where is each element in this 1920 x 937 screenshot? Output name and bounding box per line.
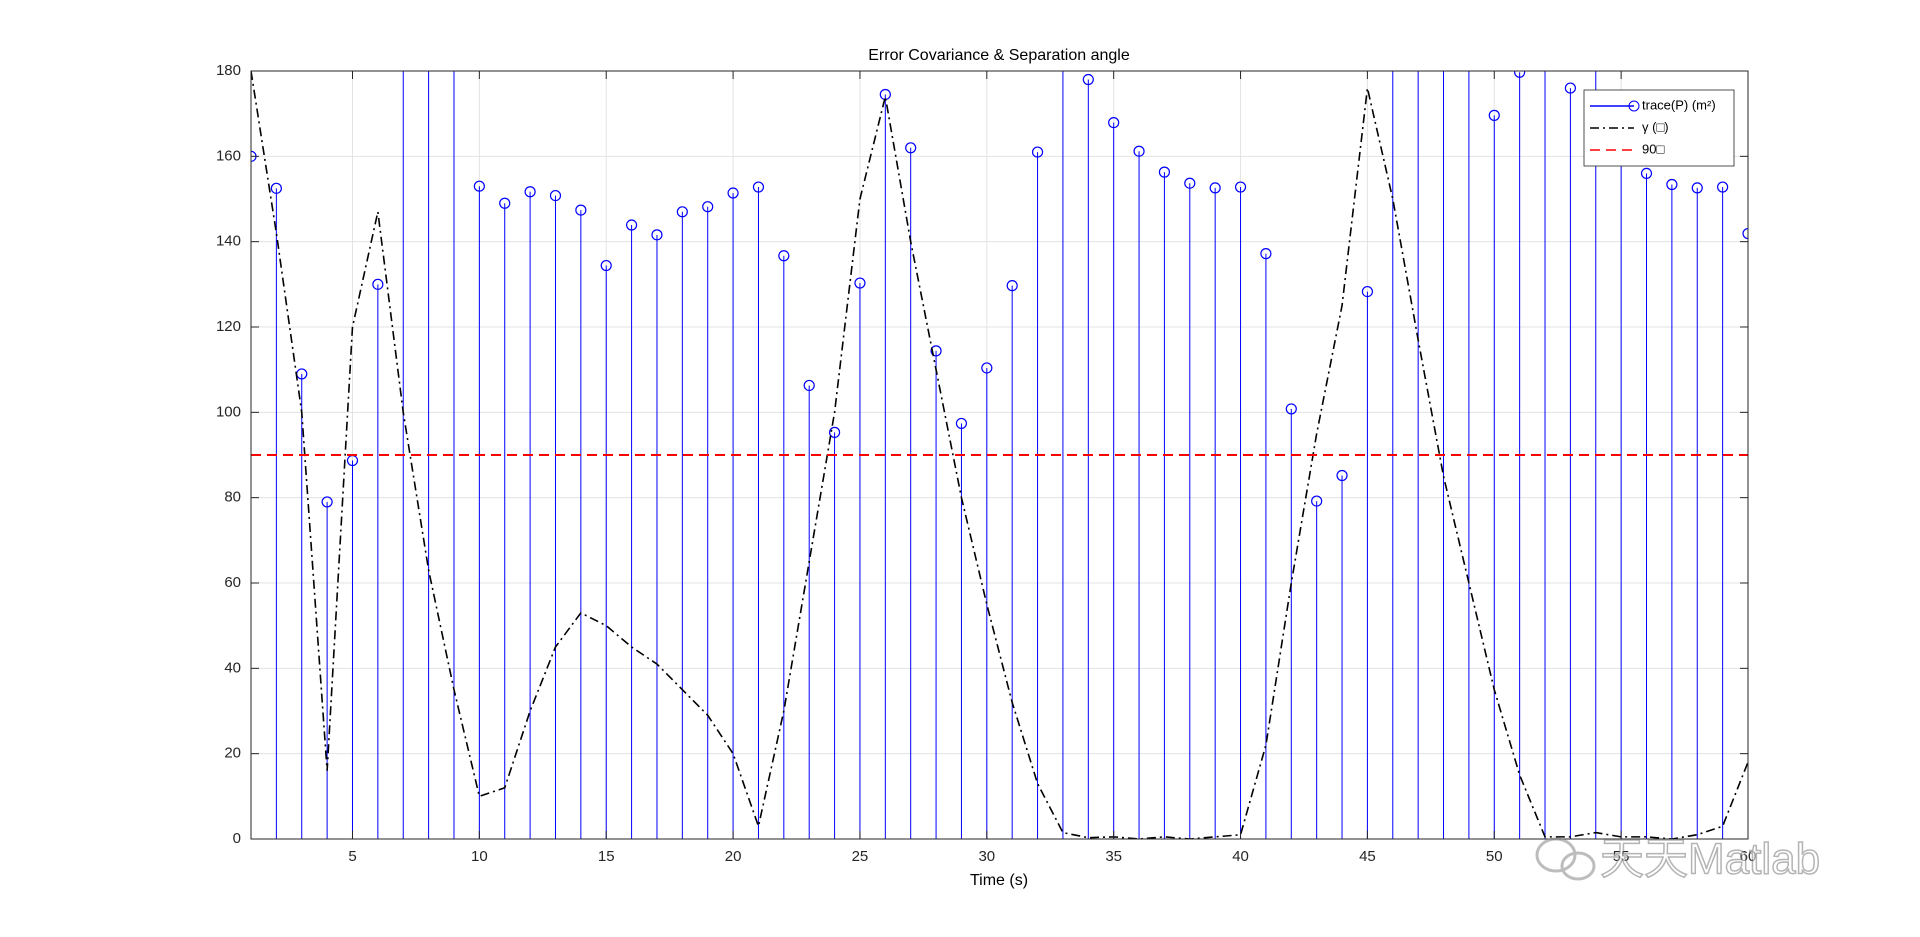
x-tick-label: 5 <box>348 848 356 865</box>
y-tick-label: 160 <box>216 147 241 164</box>
stem-marker <box>778 250 790 262</box>
stem-marker <box>549 189 562 202</box>
stem-marker <box>752 181 765 193</box>
stem-marker <box>1742 227 1748 240</box>
x-tick-label: 25 <box>852 848 869 865</box>
x-tick-label: 10 <box>471 848 488 865</box>
stem-marker <box>473 180 485 192</box>
stem-marker <box>625 219 638 231</box>
x-tick-label: 50 <box>1486 848 1503 865</box>
stem-marker <box>676 206 688 218</box>
stem-marker <box>955 417 968 430</box>
stem-marker <box>803 379 815 392</box>
y-tick-label: 40 <box>224 659 241 676</box>
stem-marker <box>499 197 511 209</box>
stem-marker <box>854 277 866 289</box>
stem-marker <box>1158 166 1171 178</box>
stem-marker <box>1514 71 1526 78</box>
stem-marker <box>905 142 917 154</box>
stem-marker <box>828 426 841 438</box>
y-tick-label: 140 <box>216 233 241 250</box>
stem-marker <box>727 187 739 199</box>
stem-marker <box>1691 182 1703 194</box>
x-tick-label: 30 <box>978 848 995 865</box>
x-tick-label: 35 <box>1105 848 1122 865</box>
watermark-icon <box>1535 837 1577 873</box>
legend-swatch-marker <box>1628 100 1640 112</box>
stem-marker <box>524 186 536 198</box>
plot-marks <box>251 71 1748 839</box>
chart-title: Error Covariance & Separation angle <box>868 47 1130 64</box>
stem-marker <box>1209 182 1221 194</box>
y-tick-label: 80 <box>224 489 241 506</box>
stem-marker <box>1564 82 1576 94</box>
watermark-icon <box>1560 851 1596 881</box>
stem-marker <box>1260 248 1272 260</box>
x-tick-label: 40 <box>1232 848 1249 865</box>
stem-marker <box>1108 117 1120 129</box>
legend-label: trace(P) (m²) <box>1642 97 1716 112</box>
stem-marker <box>1184 177 1196 189</box>
stem-marker <box>1031 146 1044 158</box>
stem-marker <box>1666 178 1678 191</box>
stem-marker <box>1717 181 1729 193</box>
stem-marker <box>1640 167 1653 179</box>
legend-label: γ (□) <box>1642 119 1669 134</box>
stem-marker <box>930 345 942 357</box>
watermark-text: 天天Matlab <box>1600 835 1820 884</box>
x-tick-label: 20 <box>725 848 742 865</box>
stem-marker <box>575 204 587 216</box>
stem-marker <box>1082 73 1094 86</box>
y-tick-label: 180 <box>216 62 241 79</box>
stem-marker <box>1336 469 1348 482</box>
stem-marker <box>981 362 993 374</box>
stem-marker <box>600 259 612 272</box>
stem-marker <box>270 182 282 194</box>
stem-marker <box>1311 495 1323 507</box>
y-tick-label: 60 <box>224 574 241 591</box>
axes-box <box>250 70 1749 840</box>
x-tick-label: 55 <box>1613 848 1630 865</box>
legend-label: 90□ <box>1642 141 1664 156</box>
legend: trace(P) (m²) γ (□) 90□ <box>1583 89 1735 167</box>
stem-marker <box>651 229 663 241</box>
line-series <box>251 71 1748 839</box>
y-tick-label: 120 <box>216 318 241 335</box>
y-tick-label: 100 <box>216 403 241 420</box>
y-tick-label: 0 <box>233 830 241 847</box>
x-axis-label: Time (s) <box>970 872 1028 889</box>
x-tick-label: 45 <box>1359 848 1376 865</box>
stem-marker <box>1234 181 1247 193</box>
stem-marker <box>372 278 384 290</box>
stem-marker <box>1488 109 1500 121</box>
x-tick-label: 60 <box>1740 848 1757 865</box>
stem-marker <box>702 201 714 213</box>
stem-marker <box>1133 145 1145 157</box>
stem-marker <box>1006 280 1018 292</box>
y-tick-label: 20 <box>224 745 241 762</box>
axes: 0 20 40 60 80 100 120 140 160 180 5 10 15 20 25 30 35 40 4… <box>216 62 1756 865</box>
x-tick-label: 15 <box>598 848 615 865</box>
stem-marker <box>1361 285 1374 298</box>
stem-marker <box>1285 403 1297 415</box>
watermark: 天天Matlab <box>1535 834 1821 884</box>
stem-marker <box>321 496 333 508</box>
